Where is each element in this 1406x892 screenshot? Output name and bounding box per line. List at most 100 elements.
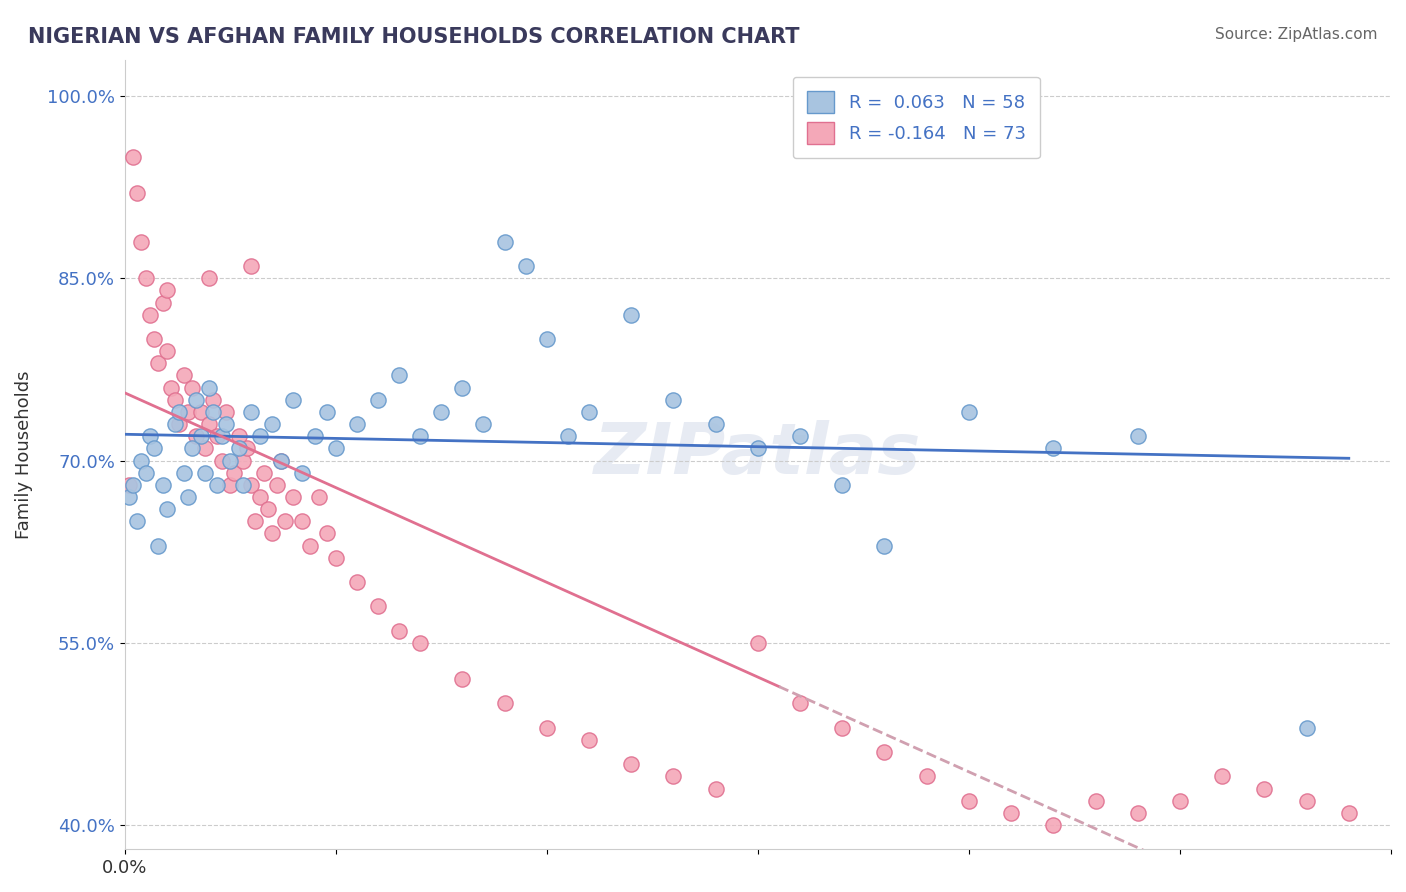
Point — [173, 466, 195, 480]
Point — [873, 539, 896, 553]
Text: NIGERIAN VS AFGHAN FAMILY HOUSEHOLDS CORRELATION CHART: NIGERIAN VS AFGHAN FAMILY HOUSEHOLDS COR… — [28, 27, 800, 46]
Point — [304, 429, 326, 443]
Point — [198, 381, 221, 395]
Point — [1126, 805, 1149, 820]
Point — [704, 781, 727, 796]
Point — [409, 429, 432, 443]
Point — [139, 308, 162, 322]
Point — [367, 599, 389, 614]
Point — [915, 769, 938, 783]
Point — [181, 381, 204, 395]
Point — [219, 453, 242, 467]
Point — [266, 478, 288, 492]
Point — [228, 442, 250, 456]
Point — [662, 392, 685, 407]
Point — [536, 721, 558, 735]
Point — [299, 539, 322, 553]
Point — [1126, 429, 1149, 443]
Point — [1042, 442, 1064, 456]
Point — [388, 368, 411, 383]
Point — [165, 417, 187, 431]
Point — [135, 271, 157, 285]
Point — [873, 745, 896, 759]
Point — [148, 356, 170, 370]
Point — [240, 405, 263, 419]
Point — [194, 466, 217, 480]
Point — [283, 490, 305, 504]
Point — [662, 769, 685, 783]
Point — [249, 429, 271, 443]
Point — [127, 514, 149, 528]
Point — [747, 636, 769, 650]
Point — [262, 526, 284, 541]
Point — [245, 514, 267, 528]
Point — [704, 417, 727, 431]
Point — [236, 442, 259, 456]
Point — [957, 794, 980, 808]
Point — [181, 442, 204, 456]
Point — [578, 405, 600, 419]
Point — [139, 429, 162, 443]
Point — [198, 271, 221, 285]
Point — [165, 392, 187, 407]
Point — [135, 466, 157, 480]
Point — [177, 405, 200, 419]
Point — [198, 417, 221, 431]
Legend: R =  0.063   N = 58, R = -0.164   N = 73: R = 0.063 N = 58, R = -0.164 N = 73 — [793, 77, 1040, 159]
Point — [219, 478, 242, 492]
Point — [1084, 794, 1107, 808]
Point — [409, 636, 432, 650]
Point — [1295, 721, 1317, 735]
Point — [152, 478, 174, 492]
Point — [127, 186, 149, 201]
Point — [325, 442, 347, 456]
Point — [346, 574, 368, 589]
Point — [156, 284, 179, 298]
Point — [143, 442, 166, 456]
Point — [515, 259, 537, 273]
Point — [346, 417, 368, 431]
Point — [202, 392, 225, 407]
Point — [283, 392, 305, 407]
Point — [494, 235, 516, 249]
Point — [207, 478, 229, 492]
Point — [316, 526, 339, 541]
Point — [257, 502, 280, 516]
Text: ZIPatlas: ZIPatlas — [595, 420, 921, 489]
Point — [118, 490, 141, 504]
Point — [1295, 794, 1317, 808]
Point — [173, 368, 195, 383]
Point — [207, 429, 229, 443]
Point — [224, 466, 246, 480]
Point — [215, 405, 238, 419]
Y-axis label: Family Households: Family Households — [15, 370, 32, 539]
Point — [472, 417, 495, 431]
Point — [240, 259, 263, 273]
Point — [1168, 794, 1191, 808]
Point — [747, 442, 769, 456]
Point — [202, 405, 225, 419]
Point — [152, 295, 174, 310]
Point — [122, 150, 145, 164]
Point — [118, 478, 141, 492]
Point — [148, 539, 170, 553]
Point — [308, 490, 330, 504]
Point — [211, 429, 233, 443]
Point — [388, 624, 411, 638]
Point — [190, 429, 212, 443]
Point — [131, 453, 153, 467]
Point — [957, 405, 980, 419]
Point — [122, 478, 145, 492]
Point — [494, 697, 516, 711]
Point — [211, 453, 233, 467]
Point — [367, 392, 389, 407]
Point — [232, 453, 254, 467]
Point — [274, 514, 297, 528]
Point — [430, 405, 453, 419]
Point — [169, 417, 191, 431]
Point — [1042, 818, 1064, 832]
Point — [262, 417, 284, 431]
Point — [186, 392, 208, 407]
Point — [557, 429, 579, 443]
Text: Source: ZipAtlas.com: Source: ZipAtlas.com — [1215, 27, 1378, 42]
